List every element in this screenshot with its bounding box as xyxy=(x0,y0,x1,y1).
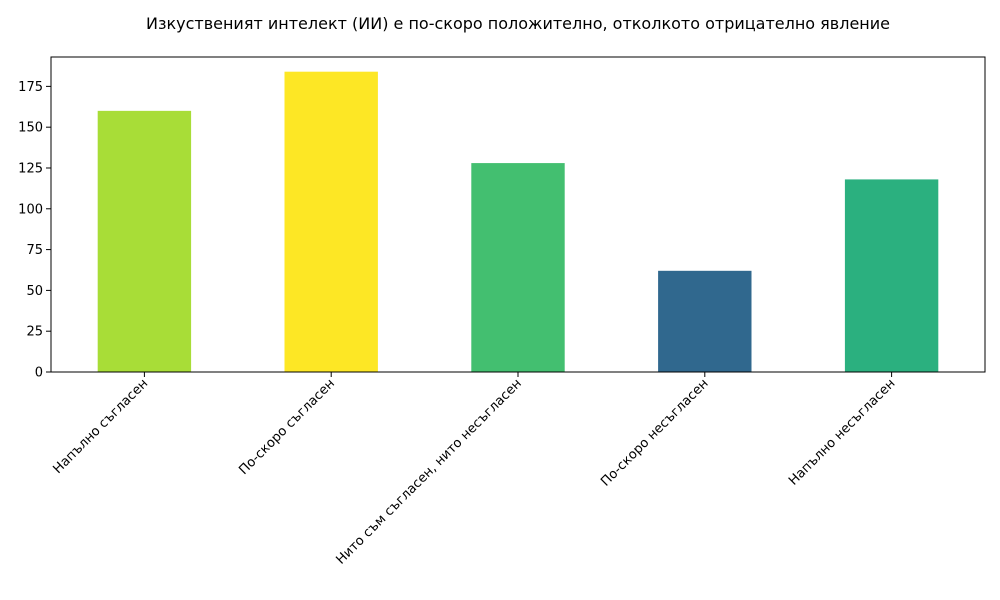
y-tick-label: 175 xyxy=(18,80,43,95)
y-tick-label: 100 xyxy=(18,202,43,217)
y-axis: 0 25 50 75 100 125 150 175 xyxy=(18,80,51,381)
bar xyxy=(97,110,192,372)
bar xyxy=(658,270,752,372)
chart-title: Изкуственият интелект (ИИ) е по-скоро по… xyxy=(146,14,890,33)
x-tick-label: Нито съм съгласен, нито несъгласен xyxy=(333,376,524,567)
x-tick-label: По-скоро съгласен xyxy=(236,376,338,478)
y-tick-label: 25 xyxy=(26,325,43,340)
plot-area xyxy=(50,56,986,373)
bar xyxy=(844,179,939,372)
y-tick-label: 0 xyxy=(35,366,43,381)
y-tick-label: 150 xyxy=(18,121,43,136)
x-tick-label: Напълно несъгласен xyxy=(786,376,898,488)
x-tick-label: Напълно съгласен xyxy=(51,376,152,477)
bar xyxy=(471,163,565,372)
y-tick-label: 75 xyxy=(26,243,43,258)
y-tick-label: 125 xyxy=(18,161,43,176)
x-tick-label: По-скоро несъгласен xyxy=(598,376,711,489)
y-tick-label: 50 xyxy=(26,284,43,299)
bar xyxy=(284,71,378,372)
